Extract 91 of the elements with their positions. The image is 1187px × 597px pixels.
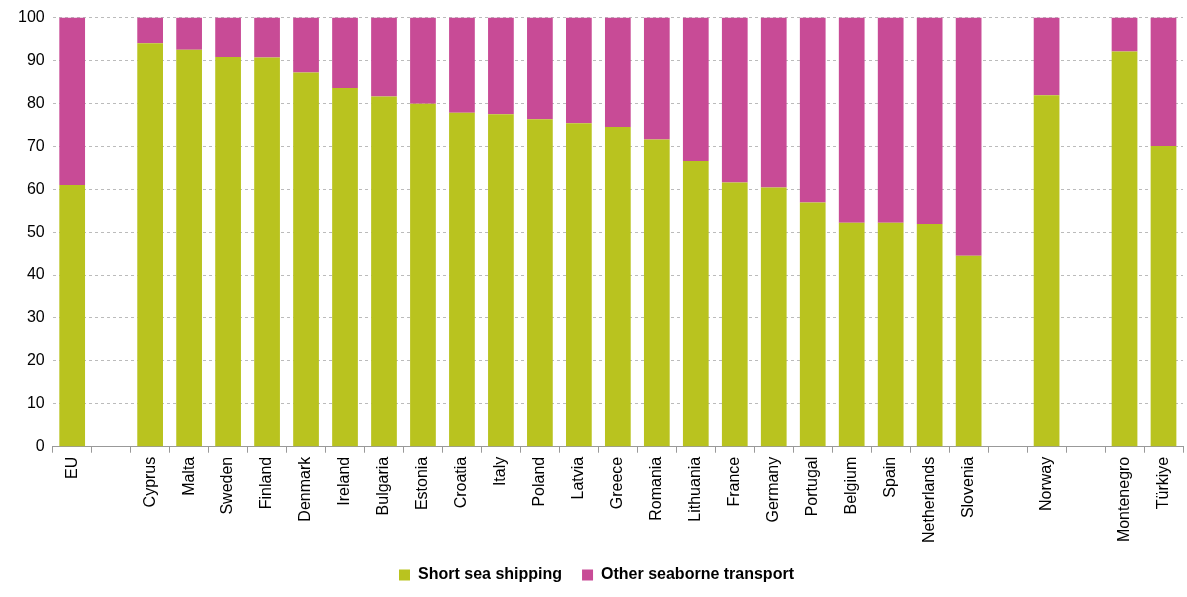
x-tick-label: Norway (1036, 456, 1054, 511)
x-tick-label: Netherlands (920, 456, 938, 544)
y-tick-label: 40 (26, 265, 45, 283)
bar (760, 187, 787, 447)
x-tick-label: EU (62, 456, 80, 479)
x-tick-label: Spain (881, 456, 899, 498)
bar (955, 17, 982, 256)
bar (1111, 51, 1138, 447)
x-tick-label: Latvia (569, 456, 587, 500)
bar (527, 119, 553, 447)
x-tick-label: Germany (764, 456, 782, 523)
bar (1033, 95, 1060, 447)
y-tick-label: 10 (26, 394, 45, 412)
x-tick-label: Malta (179, 456, 197, 496)
bar (488, 17, 514, 115)
legend-label: Other seaborne transport (601, 565, 795, 583)
y-tick-label: 20 (26, 351, 45, 369)
bar (877, 17, 904, 223)
x-tick-label: Bulgaria (374, 456, 392, 516)
y-tick-label: 50 (26, 222, 45, 240)
x-tick-label: Greece (608, 456, 626, 510)
y-tick-label: 60 (26, 179, 45, 197)
y-tick-label: 80 (26, 93, 45, 111)
bar (721, 17, 748, 183)
x-tick-label: Ireland (335, 456, 353, 506)
bar (254, 17, 280, 58)
x-tick-label: Cyprus (140, 456, 158, 508)
x-tick-label: France (725, 456, 743, 507)
x-tick-label: Montenegro (1114, 456, 1132, 543)
bar (799, 17, 826, 203)
y-tick-label: 0 (35, 437, 45, 455)
bar (137, 17, 163, 44)
bar (449, 112, 475, 447)
y-tick-label: 70 (26, 136, 45, 154)
bar (760, 17, 787, 188)
bar (137, 43, 163, 447)
bar (1150, 145, 1177, 447)
bar (1033, 17, 1060, 96)
bar (176, 49, 202, 447)
bar (838, 17, 865, 223)
bar (293, 72, 319, 447)
x-tick-label: Estonia (413, 456, 431, 511)
bar (604, 17, 631, 128)
bar (449, 17, 475, 113)
x-tick-label: Romania (647, 456, 665, 521)
bar (332, 87, 358, 447)
bar (566, 17, 592, 124)
bar (877, 222, 904, 447)
x-tick-label: Finland (257, 456, 275, 510)
bar (838, 222, 865, 447)
bar (799, 202, 826, 447)
bar (527, 17, 553, 120)
bar (59, 17, 86, 185)
bar (59, 184, 86, 447)
bar (371, 17, 397, 97)
x-tick-label: Italy (491, 456, 509, 487)
bar (410, 17, 436, 104)
x-tick-label: Türkiye (1153, 456, 1171, 510)
bar (332, 17, 358, 88)
bar (1111, 17, 1138, 52)
bar (916, 17, 943, 225)
bar (215, 57, 241, 447)
x-tick-label: Denmark (296, 455, 314, 522)
bar (254, 57, 280, 447)
y-tick-label: 100 (17, 8, 45, 26)
bar (488, 114, 514, 447)
bar (566, 123, 592, 447)
bar (955, 255, 982, 447)
bar (293, 17, 319, 73)
x-tick-label: Sweden (218, 456, 236, 515)
bar (916, 224, 943, 447)
x-tick-label: Lithuania (686, 456, 704, 522)
x-tick-label: Poland (530, 456, 548, 507)
legend-label: Short sea shipping (418, 565, 563, 583)
x-tick-label: Slovenia (959, 456, 977, 519)
bar (721, 182, 748, 447)
x-tick-label: Belgium (842, 456, 860, 515)
bar (604, 127, 631, 447)
y-tick-label: 30 (26, 308, 45, 326)
bar (1150, 17, 1177, 146)
bar (682, 17, 709, 161)
x-tick-label: Portugal (803, 456, 821, 517)
bar (643, 17, 670, 140)
bar (176, 17, 202, 50)
bar (643, 139, 670, 447)
x-tick-label: Croatia (452, 456, 470, 509)
y-tick-label: 90 (26, 50, 45, 68)
bar (682, 160, 709, 447)
bar (410, 103, 436, 447)
bar (371, 96, 397, 447)
bar (215, 17, 241, 58)
